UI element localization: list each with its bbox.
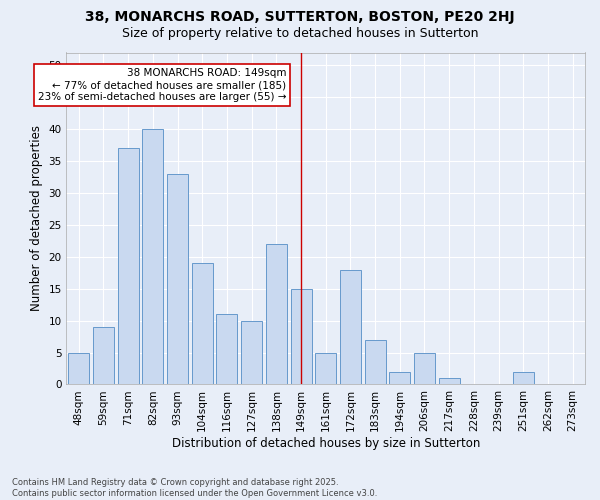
Bar <box>118 148 139 384</box>
Bar <box>241 320 262 384</box>
Bar <box>340 270 361 384</box>
Bar <box>414 352 435 384</box>
Text: 38, MONARCHS ROAD, SUTTERTON, BOSTON, PE20 2HJ: 38, MONARCHS ROAD, SUTTERTON, BOSTON, PE… <box>85 10 515 24</box>
Bar <box>389 372 410 384</box>
Bar <box>315 352 336 384</box>
Bar <box>217 314 238 384</box>
Y-axis label: Number of detached properties: Number of detached properties <box>30 126 43 312</box>
Bar <box>290 288 311 384</box>
Bar <box>266 244 287 384</box>
Text: Contains HM Land Registry data © Crown copyright and database right 2025.
Contai: Contains HM Land Registry data © Crown c… <box>12 478 377 498</box>
Text: 38 MONARCHS ROAD: 149sqm
← 77% of detached houses are smaller (185)
23% of semi-: 38 MONARCHS ROAD: 149sqm ← 77% of detach… <box>38 68 286 102</box>
Bar <box>93 327 114 384</box>
Bar <box>439 378 460 384</box>
Bar <box>513 372 534 384</box>
Bar <box>192 263 213 384</box>
Bar <box>142 129 163 384</box>
Text: Size of property relative to detached houses in Sutterton: Size of property relative to detached ho… <box>122 28 478 40</box>
Bar <box>167 174 188 384</box>
Bar <box>365 340 386 384</box>
X-axis label: Distribution of detached houses by size in Sutterton: Distribution of detached houses by size … <box>172 437 480 450</box>
Bar <box>68 352 89 384</box>
